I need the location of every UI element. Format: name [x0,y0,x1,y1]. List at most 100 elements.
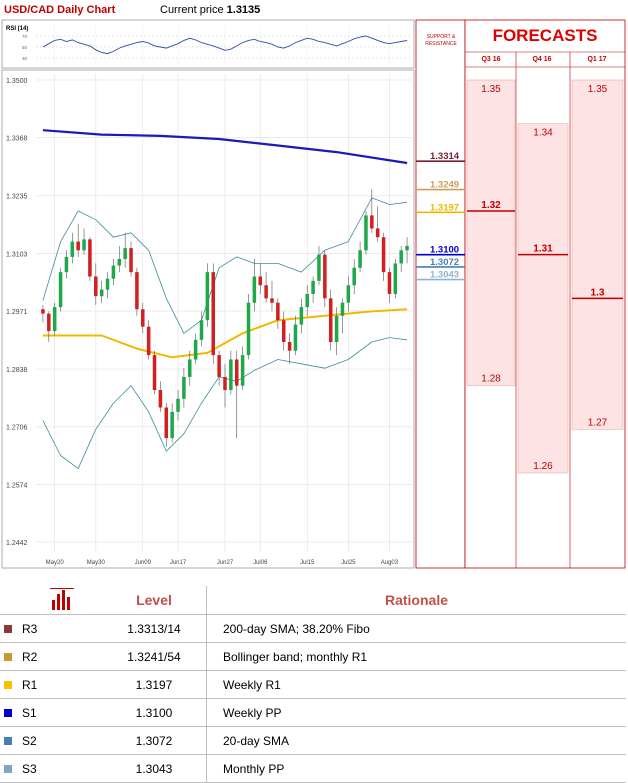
color-swatch [4,681,12,690]
candle-down [276,302,280,321]
candle-down [270,298,274,303]
rsi-line [42,35,408,55]
candle-up [193,339,198,360]
candle-down [375,228,380,238]
current-price-label: Current price [160,4,224,16]
y-tick-label: 1.3235 [6,194,28,201]
candle-up [52,307,57,332]
candle-down [234,359,239,386]
forecast-high-label: 1.35 [588,84,608,95]
y-tick-label: 1.2971 [6,309,28,316]
row-level-name: S3 [22,761,37,776]
candle-up [229,359,233,391]
200-day-sma-line [42,129,408,165]
row-swatch-cell [0,615,16,643]
candle-up [405,245,409,251]
candle-down [141,309,145,327]
candle-up [117,259,122,266]
sr-level-label: 1.3197 [430,202,459,213]
table-row: S1 1.3100 Weekly PP [0,698,626,727]
sr-level-label: 1.3100 [430,245,459,256]
candle-down [328,298,333,343]
x-tick-label: May30 [87,560,106,566]
bar-chart-icon [50,587,74,610]
row-swatch-cell [0,755,16,783]
row-rationale: Monthly PP [223,761,285,776]
candle-up [358,250,362,268]
x-tick-label: Jul25 [341,560,356,566]
rsi-tick-label: 30 [22,56,28,61]
candle-up [240,355,245,386]
y-tick-label: 1.3500 [6,78,28,85]
candle-up [393,263,398,294]
forecast-high-label: 1.35 [481,84,501,95]
candle-up [99,289,104,297]
sr-level-label: 1.3249 [430,180,459,191]
x-tick-label: Aug03 [381,560,399,566]
color-swatch [4,765,12,774]
candle-down [287,342,292,351]
y-tick-label: 1.2574 [6,482,28,489]
y-tick-label: 1.3368 [6,136,28,143]
candle-up [123,248,127,260]
color-swatch [4,653,12,662]
y-tick-label: 1.2442 [6,540,28,547]
bollinger-upper-line [42,197,408,334]
candle-down [381,237,386,273]
forecast-low-label: 1.27 [588,417,608,428]
candle-up [82,239,86,251]
x-tick-label: Jun27 [217,560,234,566]
forecast-low-label: 1.28 [481,374,501,385]
row-rationale: Weekly PP [223,705,282,720]
row-level-value: 1.3241/54 [102,642,207,671]
header-rationale: Rationale [384,592,448,608]
sr-level-label: 1.3072 [430,257,459,268]
candle-up [305,293,309,308]
row-level-name: R3 [22,621,38,636]
color-swatch [4,737,12,746]
row-swatch-cell [0,671,16,699]
candle-down [76,241,80,251]
row-level-value: 1.3100 [102,698,207,727]
row-level-name: S2 [22,733,37,748]
forecast-high-label: 1.34 [533,128,553,139]
candle-down [258,276,262,286]
candle-down [88,239,92,277]
header-icon-cell [0,586,16,615]
table-row: R3 1.3313/14 200-day SMA; 38.20% Fibo [0,614,626,643]
candle-down [135,272,139,310]
chart-svg: 1.3500 1.3368 1.3235 1.3103 1.2971 1.2838 1.27… [1,19,626,569]
candle-down [129,248,133,273]
candle-down [281,320,286,343]
row-rationale: Weekly R1 [223,677,281,692]
y-tick-label: 1.2838 [6,367,28,374]
sr-level-label: 1.3043 [430,270,459,281]
candle-up [334,315,339,343]
candle-up [105,278,110,290]
current-price: Current price 1.3135 [160,4,260,16]
candle-down [211,272,216,356]
candle-up [205,272,210,321]
rsi-tick-label: 70 [22,34,28,39]
candle-up [399,250,403,264]
color-swatch [4,709,12,718]
candle-up [176,398,180,412]
row-rationale: 20-day SMA [223,733,290,748]
forecast-mid-label: 1.32 [481,200,501,211]
candle-down [41,309,45,314]
row-swatch-cell [0,699,16,727]
table-row: R1 1.3197 Weekly R1 [0,670,626,699]
candle-up [199,320,204,340]
forecast-range-bar [466,79,516,386]
forecast-range-bar [517,123,569,474]
color-swatch [4,625,12,634]
y-tick-label: 1.2706 [6,425,28,432]
quarter-header-q1: Q1 17 [587,56,607,63]
candle-up [170,411,174,439]
header-bars-cell [16,586,102,615]
levels-table-header: Level Rationale [0,586,626,615]
candle-down [323,254,327,299]
row-level-value: 1.3072 [102,726,207,755]
row-rationale: 200-day SMA; 38.20% Fibo [223,621,370,636]
candle-up [364,215,368,251]
